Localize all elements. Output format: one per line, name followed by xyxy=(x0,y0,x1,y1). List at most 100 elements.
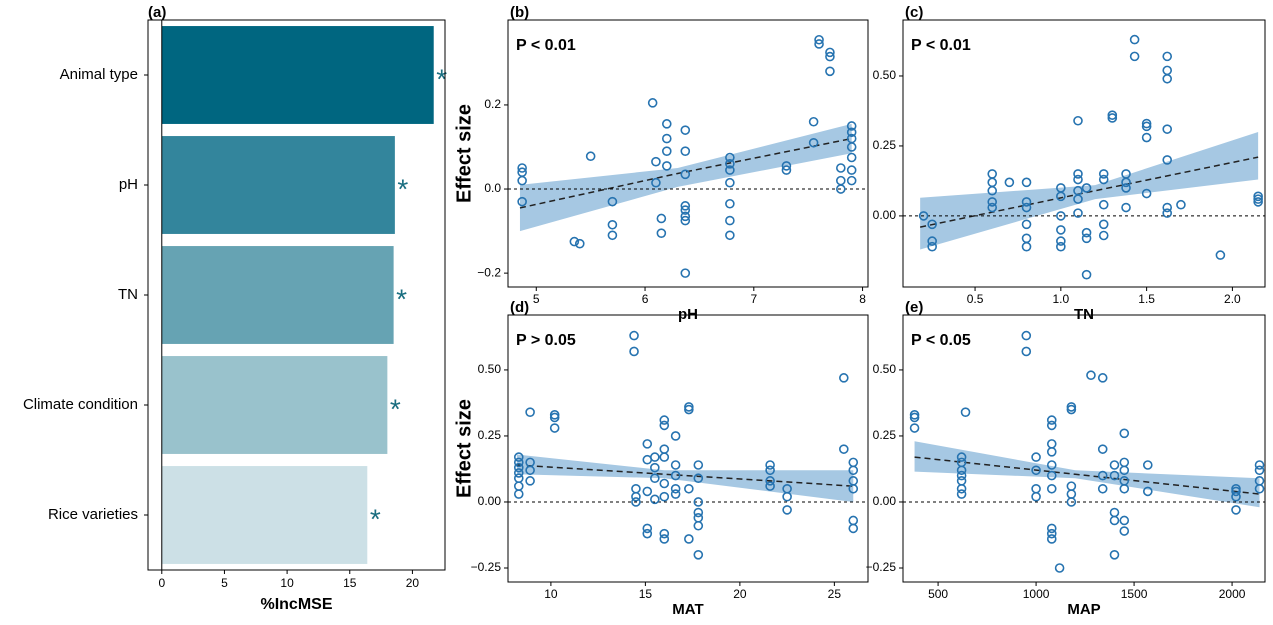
point xyxy=(1046,447,1057,457)
point xyxy=(607,196,618,207)
point xyxy=(808,137,819,148)
point xyxy=(765,460,775,470)
point xyxy=(846,127,857,138)
p-value-annotation: P < 0.01 xyxy=(911,37,971,54)
point xyxy=(1056,191,1066,202)
point xyxy=(1098,169,1109,179)
fit-line xyxy=(920,156,1259,228)
point xyxy=(659,420,670,431)
point xyxy=(1056,225,1066,235)
point xyxy=(1021,241,1032,252)
y-axis-label: Effect size xyxy=(453,399,475,498)
point xyxy=(693,513,704,523)
point xyxy=(1119,526,1130,536)
point xyxy=(549,412,560,423)
point xyxy=(987,169,998,179)
point xyxy=(1141,121,1152,132)
point xyxy=(1162,73,1173,84)
point xyxy=(1066,489,1077,499)
fit-line xyxy=(914,456,1260,495)
point xyxy=(909,423,920,433)
y-tick-label: 0.00 xyxy=(873,208,897,222)
significance-marker: * xyxy=(436,63,447,94)
point xyxy=(513,457,524,468)
y-tick-label: 0.50 xyxy=(873,68,897,82)
confidence-band xyxy=(516,454,854,502)
point xyxy=(1098,199,1109,210)
plot-frame xyxy=(147,19,446,571)
fit-line xyxy=(519,137,852,209)
confidence-band xyxy=(519,123,852,232)
y-tick-label: 0.25 xyxy=(873,138,897,152)
x-tick-label: 5 xyxy=(221,576,228,590)
point xyxy=(1162,208,1173,218)
point xyxy=(1254,465,1265,476)
point xyxy=(1097,483,1108,494)
point xyxy=(1097,373,1108,383)
point xyxy=(517,163,527,173)
x-tick-label: 1.5 xyxy=(1138,292,1155,306)
point xyxy=(1121,183,1131,193)
x-tick-label: 15 xyxy=(343,576,357,590)
point xyxy=(1162,202,1173,213)
point xyxy=(659,452,670,462)
fit-line xyxy=(516,464,854,487)
point xyxy=(680,169,691,180)
point xyxy=(1021,330,1032,341)
x-tick-label: 25 xyxy=(828,587,842,601)
x-axis-label: TN xyxy=(1074,306,1094,323)
point xyxy=(848,457,859,468)
point xyxy=(808,116,819,127)
point xyxy=(781,161,792,171)
y-tick-label: −0.25 xyxy=(866,560,897,574)
point xyxy=(1107,110,1118,120)
point xyxy=(1098,219,1109,230)
point xyxy=(661,161,672,171)
point xyxy=(1031,452,1041,462)
point xyxy=(1162,155,1173,165)
point xyxy=(659,491,670,502)
point xyxy=(956,465,967,476)
point xyxy=(1097,444,1108,454)
point xyxy=(725,152,735,163)
x-tick-label: 2000 xyxy=(1219,587,1246,601)
point xyxy=(659,478,670,489)
bar xyxy=(161,26,434,124)
point xyxy=(956,483,967,494)
point xyxy=(987,177,998,188)
point xyxy=(782,491,792,502)
point xyxy=(1073,115,1083,126)
point xyxy=(661,119,672,129)
point xyxy=(1129,34,1140,45)
point xyxy=(725,198,735,209)
point xyxy=(1254,483,1265,494)
point xyxy=(517,196,527,207)
point xyxy=(670,489,681,499)
point xyxy=(693,473,704,484)
point xyxy=(836,175,846,186)
point xyxy=(960,407,971,417)
point xyxy=(661,146,672,156)
point xyxy=(1046,420,1057,431)
point xyxy=(680,205,691,215)
point xyxy=(1231,491,1241,502)
point xyxy=(684,404,694,415)
point xyxy=(1066,404,1077,415)
bar xyxy=(161,466,368,564)
point xyxy=(848,515,859,526)
point xyxy=(1121,202,1131,213)
point xyxy=(1162,65,1173,76)
point xyxy=(1119,483,1130,494)
point xyxy=(1231,486,1241,497)
point xyxy=(684,483,694,494)
x-tick-label: 1500 xyxy=(1121,587,1148,601)
point xyxy=(725,215,735,226)
point xyxy=(549,423,560,433)
confidence-band xyxy=(914,441,1260,508)
plot-frame xyxy=(902,19,1266,288)
point xyxy=(987,202,998,213)
point xyxy=(642,486,653,497)
point xyxy=(956,470,967,481)
significance-marker: * xyxy=(396,283,407,314)
x-tick-label: 8 xyxy=(859,292,866,306)
